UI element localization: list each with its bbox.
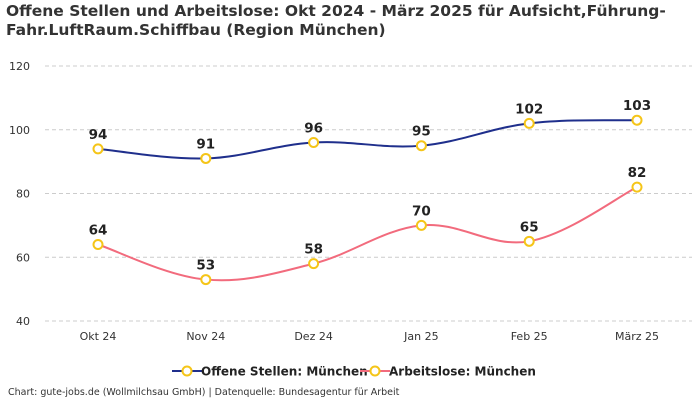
data-label: 58 bbox=[304, 242, 323, 258]
data-label: 102 bbox=[515, 101, 543, 117]
data-point bbox=[415, 140, 427, 152]
data-point bbox=[200, 152, 212, 164]
data-point bbox=[92, 239, 104, 250]
data-label: 91 bbox=[196, 136, 215, 152]
data-point bbox=[200, 274, 212, 286]
data-label: 94 bbox=[89, 127, 108, 143]
y-tick-label: 120 bbox=[9, 60, 30, 73]
data-point bbox=[523, 117, 535, 129]
data-label: 65 bbox=[520, 219, 539, 235]
data-label: 64 bbox=[89, 223, 108, 239]
x-tick-label: Dez 24 bbox=[294, 330, 333, 343]
x-tick-label: Feb 25 bbox=[511, 330, 548, 343]
legend-marker bbox=[369, 365, 381, 377]
y-tick-label: 80 bbox=[16, 188, 30, 201]
series-line-arbeitslose bbox=[97, 186, 638, 282]
data-label: 103 bbox=[623, 98, 651, 114]
chart-title: Offene Stellen und Arbeitslose: Okt 2024… bbox=[6, 2, 666, 39]
y-tick-label: 40 bbox=[16, 315, 30, 328]
x-tick-label: Jan 25 bbox=[403, 330, 438, 343]
data-point bbox=[631, 181, 643, 193]
data-label: 95 bbox=[412, 124, 431, 140]
data-label: 53 bbox=[196, 258, 215, 274]
y-tick-label: 100 bbox=[9, 124, 30, 137]
data-label: 96 bbox=[304, 121, 323, 137]
data-point bbox=[308, 258, 320, 270]
legend-label: Offene Stellen: München bbox=[201, 365, 368, 379]
x-tick-label: Nov 24 bbox=[186, 330, 225, 343]
x-tick-label: März 25 bbox=[615, 330, 659, 343]
data-point bbox=[92, 143, 104, 155]
data-point bbox=[415, 219, 427, 231]
data-point bbox=[631, 114, 643, 126]
data-label: 82 bbox=[628, 165, 647, 181]
chart-source-footer: Chart: gute-jobs.de (Wollmilchsau GmbH) … bbox=[8, 387, 400, 398]
y-tick-label: 60 bbox=[16, 251, 30, 264]
data-point bbox=[523, 235, 535, 247]
data-point bbox=[308, 137, 320, 148]
legend-marker bbox=[181, 365, 193, 377]
legend-label: Arbeitslose: München bbox=[389, 365, 536, 379]
x-tick-label: Okt 24 bbox=[80, 330, 117, 343]
data-label: 70 bbox=[412, 203, 431, 219]
series-line-offene-stellen bbox=[97, 119, 638, 160]
